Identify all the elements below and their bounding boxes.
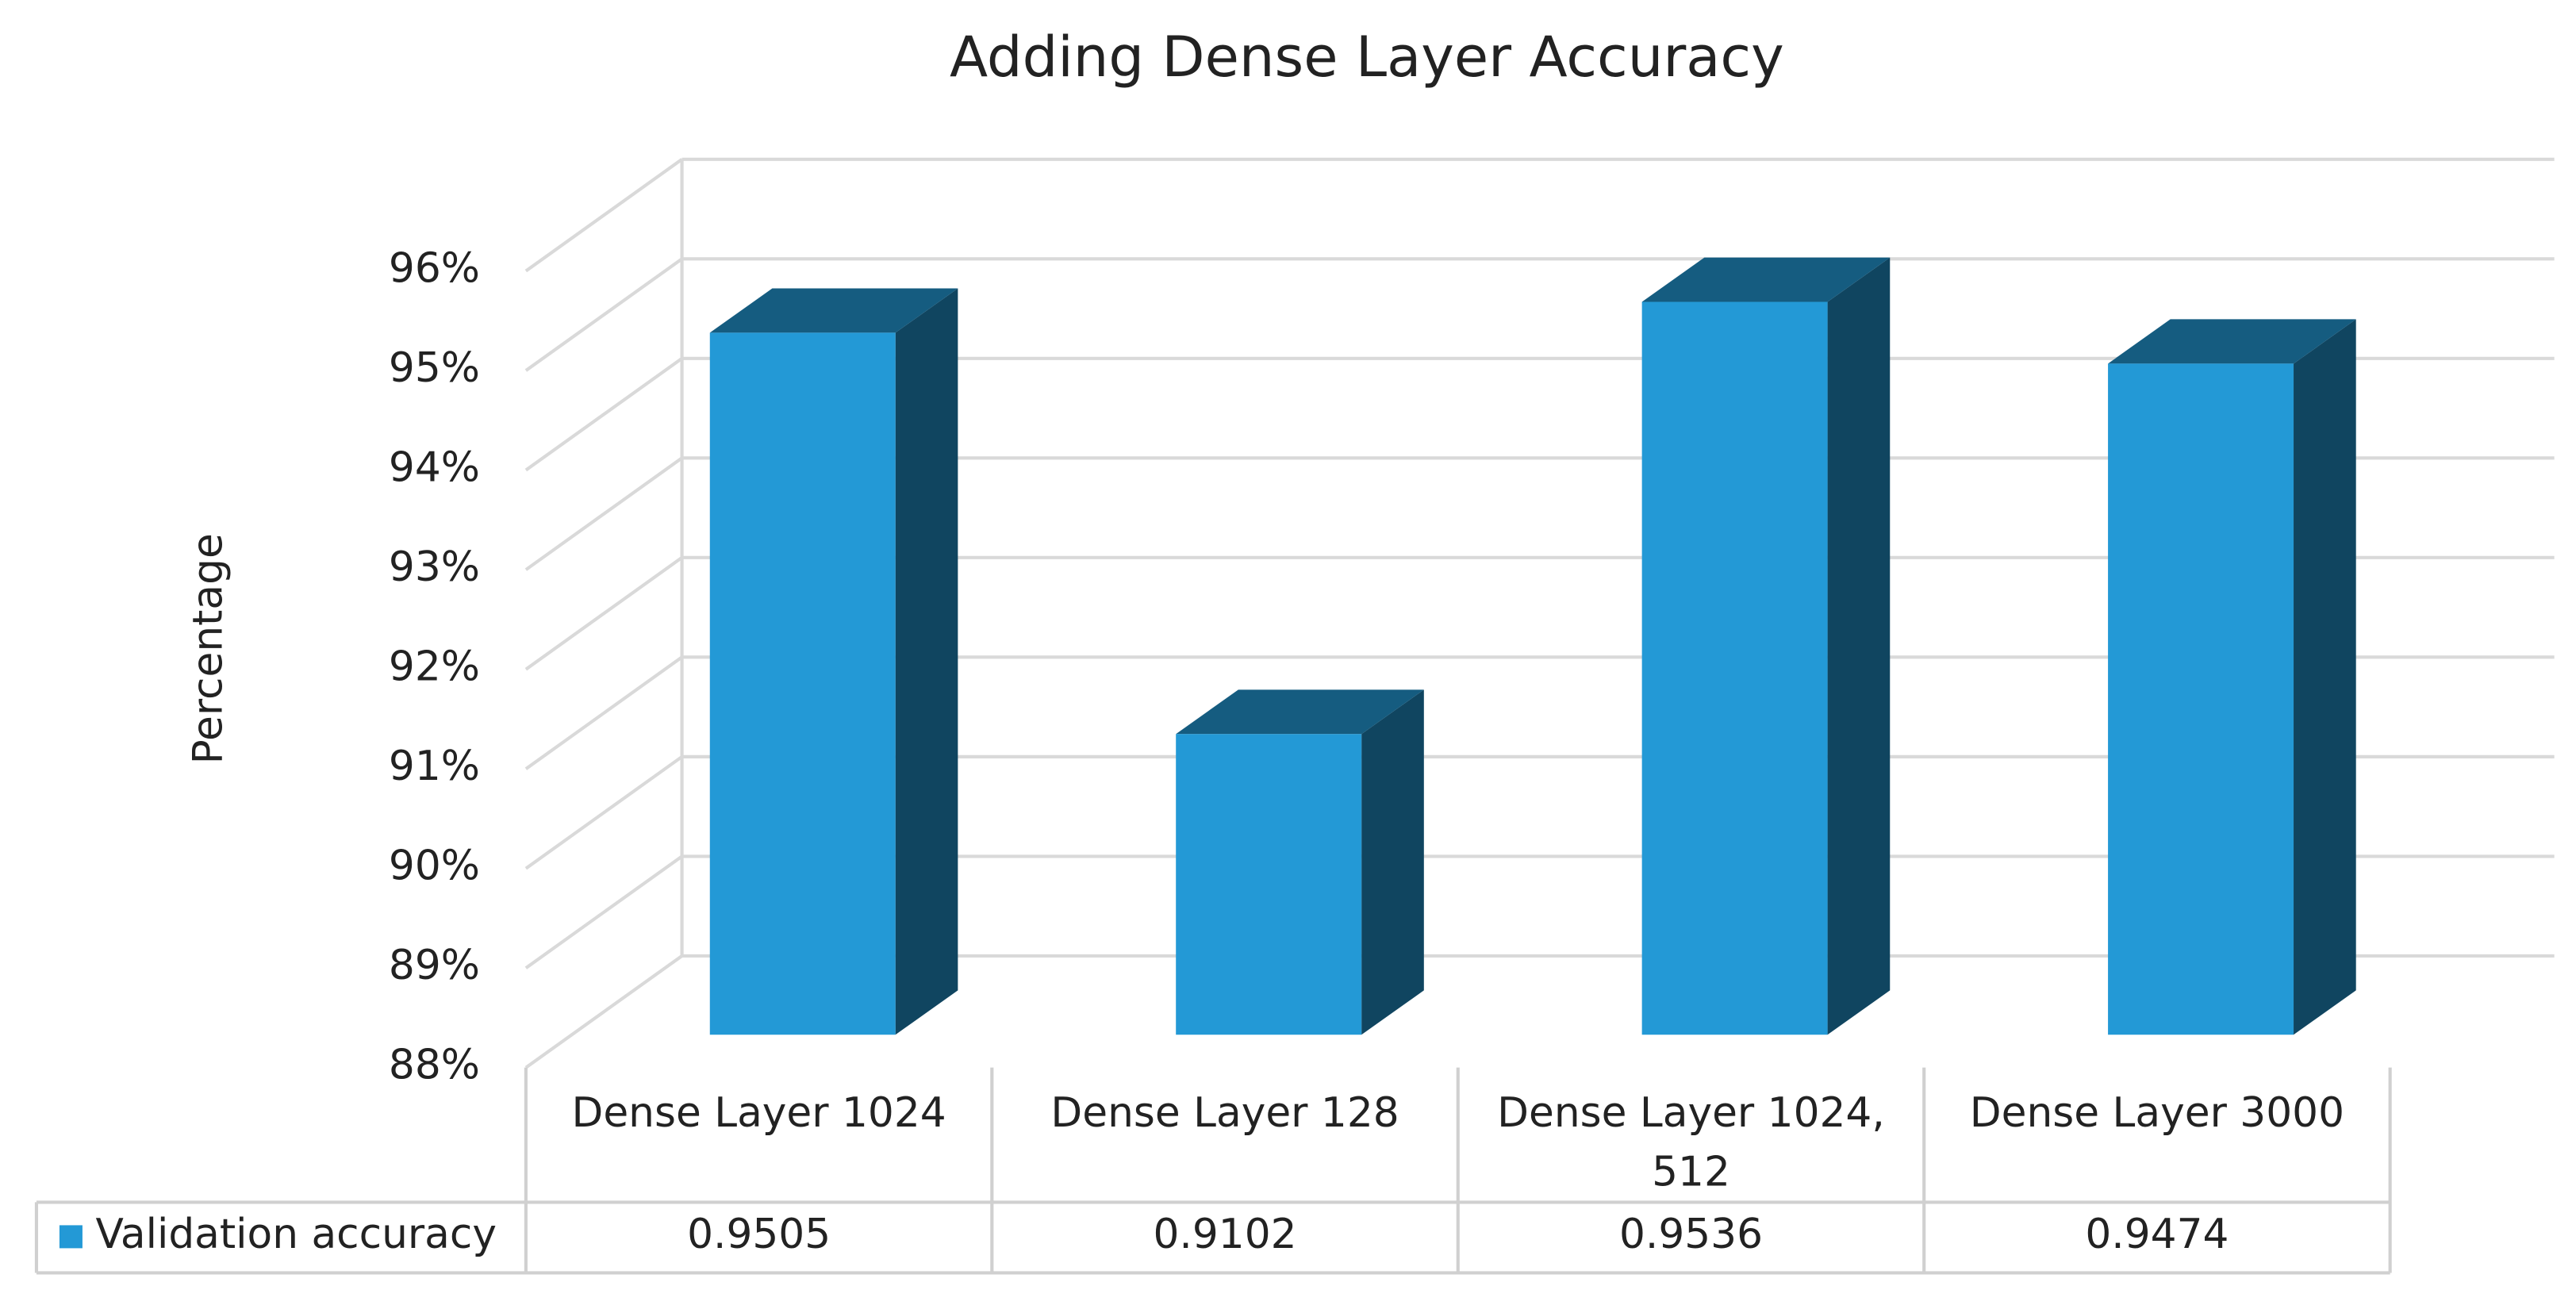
grid-line (524, 655, 683, 770)
y-tick-label: 90% (389, 843, 480, 890)
data-table-value: 0.9505 (687, 1211, 831, 1258)
bar (709, 288, 958, 1035)
chart-title: Adding Dense Layer Accuracy (950, 25, 1784, 90)
bar-top (709, 288, 958, 333)
y-tick-label: 96% (389, 245, 480, 293)
grid-line (524, 854, 683, 969)
bar-side (1361, 689, 1424, 1035)
y-tick-label: 95% (389, 344, 480, 392)
bar-side (2294, 319, 2356, 1035)
bar-front (2108, 363, 2294, 1035)
grid-line (524, 755, 683, 870)
x-tick-label: Dense Layer 3000 (1969, 1088, 2345, 1137)
grid-line (524, 257, 683, 372)
grid-line (524, 954, 683, 1069)
grid-line (524, 158, 683, 273)
grid-line (524, 556, 683, 671)
grid-line (524, 357, 683, 472)
y-tick-label: 92% (389, 643, 480, 691)
y-axis-title: Percentage (184, 533, 232, 764)
data-table-value: 0.9474 (2085, 1211, 2229, 1258)
bar-top (1176, 689, 1424, 735)
legend-swatch (59, 1225, 83, 1249)
y-tick-label: 88% (389, 1042, 480, 1089)
x-tick-label: Dense Layer 128 (1050, 1088, 1399, 1137)
bar (1176, 689, 1424, 1035)
category-cell: Dense Layer 3000 (1969, 1088, 2345, 1137)
bar (2108, 319, 2356, 1035)
x-tick-label: Dense Layer 1024 (571, 1088, 946, 1137)
bar (1641, 257, 1891, 1035)
legend-label: Validation accuracy (95, 1211, 496, 1258)
y-tick-label: 89% (389, 942, 480, 989)
bar-side (1827, 257, 1891, 1035)
category-cell: Dense Layer 1024, 512 (1497, 1088, 1885, 1196)
bar-front (1176, 734, 1362, 1035)
data-table-value: 0.9536 (1619, 1211, 1763, 1258)
bar-top (1641, 257, 1891, 302)
x-tick-label: Dense Layer 1024, 512 (1497, 1088, 1885, 1196)
bar-side (895, 288, 958, 1035)
y-tick-label: 93% (389, 543, 480, 591)
category-cell: Dense Layer 1024 (571, 1088, 946, 1137)
y-tick-label: 91% (389, 743, 480, 790)
y-tick-label: 94% (389, 444, 480, 492)
bar-front (709, 332, 896, 1035)
data-table-value: 0.9102 (1154, 1211, 1297, 1258)
bar-front (1641, 301, 1828, 1035)
bar-top (2108, 319, 2356, 364)
grid-line (524, 456, 683, 571)
category-cell: Dense Layer 128 (1050, 1088, 1399, 1137)
